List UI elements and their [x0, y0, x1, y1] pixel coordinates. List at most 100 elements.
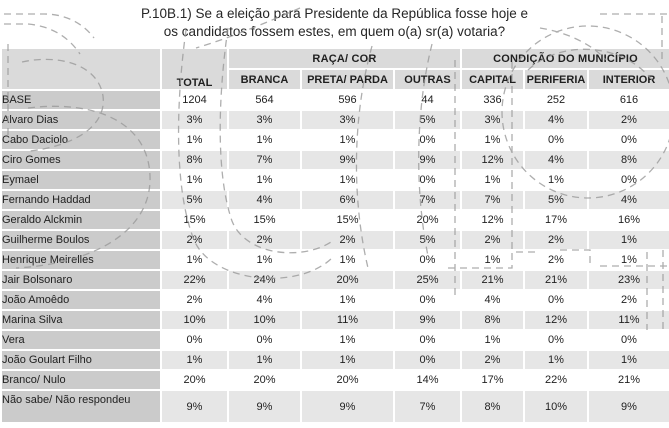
cell-value: 0%: [523, 129, 589, 151]
cell-value: 0%: [587, 169, 669, 191]
cell-value: 1%: [460, 169, 525, 191]
cell-value: 2%: [523, 229, 589, 251]
cell-value: 12%: [523, 309, 589, 331]
title-line-1: P.10B.1) Se a eleição para Presidente da…: [140, 6, 528, 21]
cell-value: 1%: [160, 169, 229, 191]
cell-value: 7%: [393, 389, 462, 424]
cell-value: 4%: [523, 109, 589, 131]
cell-value: 2%: [587, 289, 669, 311]
cell-value: 15%: [160, 209, 229, 231]
cell-value: 2%: [300, 229, 395, 251]
cell-value: 12%: [460, 209, 525, 231]
row-label: João Amoêdo: [0, 289, 162, 311]
cell-value: 2%: [160, 289, 229, 311]
cell-value: 3%: [227, 109, 302, 131]
cell-value: 1%: [300, 289, 395, 311]
cell-value: 1%: [300, 169, 395, 191]
group-header-raca-cor: RAÇA/ COR: [227, 47, 462, 70]
cell-value: 564: [227, 89, 302, 111]
row-label: Eymael: [0, 169, 162, 191]
cell-value: 1%: [460, 329, 525, 351]
cell-value: 11%: [587, 309, 669, 331]
row-label: Jair Bolsonaro: [0, 269, 162, 291]
row-label: Cabo Daciolo: [0, 129, 162, 151]
cell-value: 1%: [300, 249, 395, 271]
page-title: P.10B.1) Se a eleição para Presidente da…: [0, 5, 669, 41]
row-label: Não sabe/ Não respondeu: [0, 389, 162, 424]
cell-value: 1%: [300, 349, 395, 371]
cell-value: 4%: [227, 189, 302, 211]
table-row: Vera 0% 0% 1% 0% 1% 0% 0%: [0, 329, 669, 351]
table-row: Henrique Meirelles 1% 1% 1% 0% 1% 2% 1%: [0, 249, 669, 271]
cell-value: 8%: [460, 389, 525, 424]
cell-value: 12%: [460, 149, 525, 171]
row-label: Henrique Meirelles: [0, 249, 162, 271]
table-row: Eymael 1% 1% 1% 0% 1% 1% 0%: [0, 169, 669, 191]
column-header-outras: OUTRAS: [393, 68, 462, 91]
cell-value: 20%: [227, 369, 302, 391]
cell-value: 1%: [160, 129, 229, 151]
survey-table: TOTAL RAÇA/ COR CONDIÇÃO DO MUNICÍPIO BR…: [0, 47, 669, 424]
table-row: Branco/ Nulo 20% 20% 20% 14% 17% 22% 21%: [0, 369, 669, 391]
cell-value: 21%: [587, 369, 669, 391]
table-row: Ciro Gomes 8% 7% 9% 9% 12% 4% 8%: [0, 149, 669, 171]
column-header-periferia: PERIFERIA: [523, 68, 589, 91]
cell-value: 21%: [460, 269, 525, 291]
cell-value: 21%: [523, 269, 589, 291]
cell-value: 6%: [300, 189, 395, 211]
cell-value: 0%: [393, 249, 462, 271]
cell-value: 5%: [393, 109, 462, 131]
table-row: Jair Bolsonaro 22% 24% 20% 25% 21% 21% 23%: [0, 269, 669, 291]
cell-value: 8%: [587, 149, 669, 171]
cell-value: 17%: [523, 209, 589, 231]
cell-value: 14%: [393, 369, 462, 391]
cell-value: 8%: [160, 149, 229, 171]
cell-value: 7%: [227, 149, 302, 171]
cell-value: 5%: [523, 189, 589, 211]
table-row: BASE 1204 564 596 44 336 252 616: [0, 89, 669, 111]
cell-value: 9%: [227, 389, 302, 424]
table-row: Cabo Daciolo 1% 1% 1% 0% 1% 0% 0%: [0, 129, 669, 151]
cell-value: 17%: [460, 369, 525, 391]
cell-value: 20%: [300, 269, 395, 291]
cell-value: 23%: [587, 269, 669, 291]
cell-value: 9%: [300, 149, 395, 171]
cell-value: 22%: [160, 269, 229, 291]
table-row: João Goulart Filho 1% 1% 1% 0% 2% 1% 1%: [0, 349, 669, 371]
cell-value: 20%: [300, 369, 395, 391]
cell-value: 2%: [160, 229, 229, 251]
cell-value: 9%: [160, 389, 229, 424]
cell-value: 0%: [523, 329, 589, 351]
cell-value: 616: [587, 89, 669, 111]
cell-value: 1%: [587, 229, 669, 251]
cell-value: 4%: [587, 189, 669, 211]
table-row: Geraldo Alckmin 15% 15% 15% 20% 12% 17% 16%: [0, 209, 669, 231]
cell-value: 0%: [393, 349, 462, 371]
row-label: João Goulart Filho: [0, 349, 162, 371]
cell-value: 16%: [587, 209, 669, 231]
cell-value: 1%: [227, 349, 302, 371]
cell-value: 0%: [587, 329, 669, 351]
cell-value: 10%: [160, 309, 229, 331]
cell-value: 7%: [460, 189, 525, 211]
cell-value: 1%: [523, 169, 589, 191]
row-label: BASE: [0, 89, 162, 111]
cell-value: 1%: [300, 129, 395, 151]
cell-value: 1%: [227, 169, 302, 191]
cell-value: 9%: [393, 149, 462, 171]
cell-value: 0%: [393, 169, 462, 191]
cell-value: 3%: [160, 109, 229, 131]
cell-value: 1%: [587, 349, 669, 371]
cell-value: 1%: [160, 349, 229, 371]
cell-value: 2%: [227, 229, 302, 251]
cell-value: 2%: [523, 249, 589, 271]
cell-value: 3%: [460, 109, 525, 131]
table-row: Marina Silva 10% 10% 11% 9% 8% 12% 11%: [0, 309, 669, 331]
cell-value: 252: [523, 89, 589, 111]
column-header-interior: INTERIOR: [587, 68, 669, 91]
cell-value: 10%: [227, 309, 302, 331]
cell-value: 9%: [587, 389, 669, 424]
cell-value: 0%: [393, 289, 462, 311]
cell-value: 0%: [393, 329, 462, 351]
title-line-2: os candidatos fossem estes, em quem o(a)…: [163, 24, 506, 39]
